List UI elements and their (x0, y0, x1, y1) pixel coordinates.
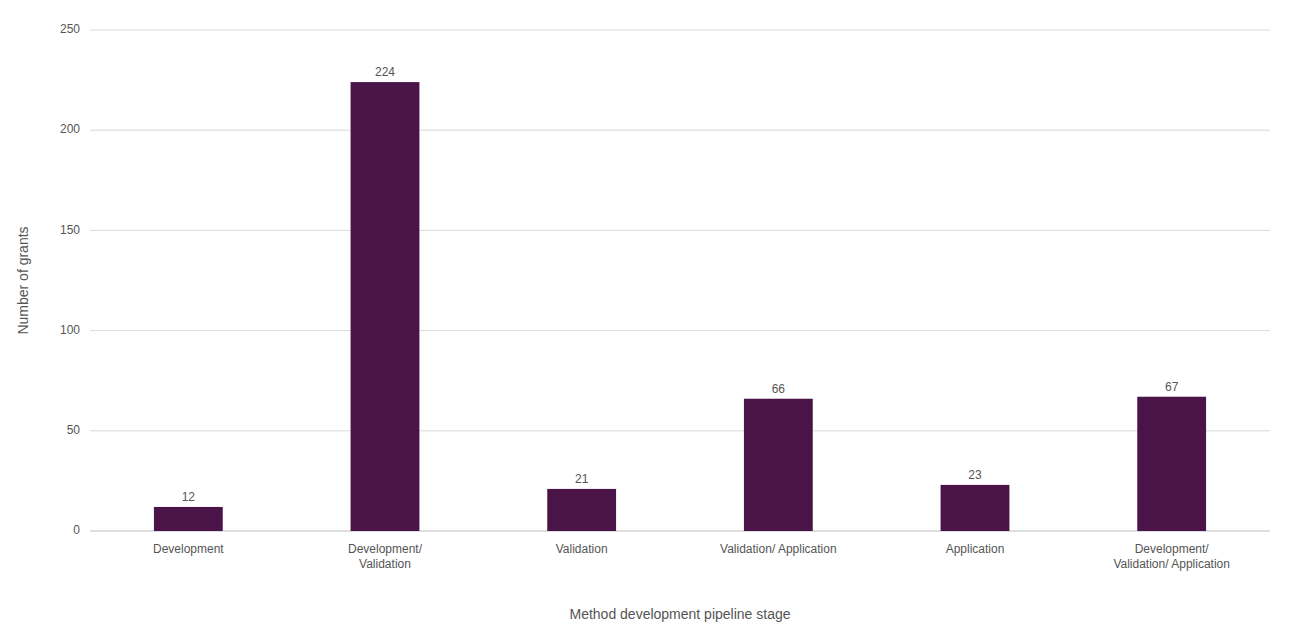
y-tick-label: 150 (60, 223, 80, 237)
grid-line (90, 30, 1270, 31)
x-tick-label: Development/Validation (348, 542, 423, 571)
y-tick-label: 250 (60, 22, 80, 36)
bars (154, 82, 1206, 531)
y-tick-label: 100 (60, 323, 80, 337)
chart: 0501001502002501222421662367DevelopmentD… (0, 0, 1300, 641)
data-label: 67 (1165, 380, 1179, 394)
grid-line (90, 130, 1270, 131)
grid-line (90, 330, 1270, 331)
x-axis-line (90, 531, 1270, 532)
bar (941, 485, 1010, 531)
x-tick-label: Application (946, 542, 1005, 556)
data-label: 23 (968, 468, 982, 482)
x-axis-title: Method development pipeline stage (569, 606, 790, 622)
data-label: 21 (575, 472, 589, 486)
y-tick-label: 200 (60, 122, 80, 136)
data-label: 224 (375, 65, 395, 79)
bar (154, 507, 223, 531)
y-axis-title: Number of grants (15, 226, 31, 334)
chart-container: 0501001502002501222421662367DevelopmentD… (0, 0, 1300, 641)
x-tick-label: Development/Validation/ Application (1113, 542, 1230, 571)
y-axis: 0 50 100 150 200 250 (60, 22, 80, 537)
grid-line (90, 531, 1270, 532)
data-labels: 12 224 21 66 23 67 (182, 65, 1179, 504)
bar (351, 82, 420, 531)
data-label: 66 (772, 382, 786, 396)
bar (744, 399, 813, 531)
y-tick-label: 0 (73, 523, 80, 537)
x-axis: Development Development/Validation Validat… (153, 542, 1230, 571)
x-tick-label: Validation/ Application (720, 542, 837, 556)
y-tick-label: 50 (67, 423, 81, 437)
x-tick-label: Validation (556, 542, 608, 556)
bar (547, 489, 616, 531)
x-tick-label: Development (153, 542, 224, 556)
grid (90, 30, 1270, 531)
bar (1137, 397, 1206, 531)
data-label: 12 (182, 490, 196, 504)
grid-line (90, 230, 1270, 231)
grid-line (90, 430, 1270, 431)
